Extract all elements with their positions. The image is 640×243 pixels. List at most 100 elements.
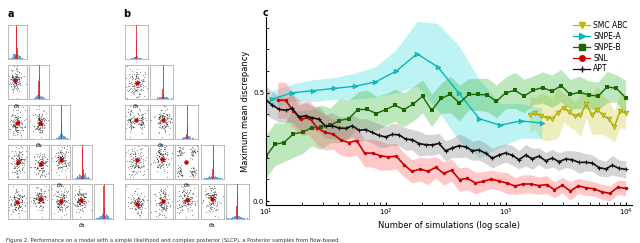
Point (175, 168, 186, 172)
Point (151, 214, 161, 218)
Point (161, 124, 172, 128)
Point (17, 125, 28, 129)
Point (173, 154, 183, 157)
Point (158, 116, 168, 120)
Point (12, 160, 22, 164)
Point (16, 128, 26, 132)
Point (177, 173, 187, 177)
Point (20, 108, 30, 112)
Point (15, 81, 26, 85)
Point (125, 111, 135, 115)
Point (151, 209, 161, 213)
Point (161, 201, 171, 205)
Point (156, 108, 166, 112)
Point (155, 121, 165, 124)
Bar (184, 137, 185, 139)
Point (10, 129, 20, 133)
Point (63, 204, 73, 208)
Point (54, 155, 65, 159)
Point (130, 172, 140, 176)
Point (157, 154, 168, 157)
Point (175, 169, 185, 173)
Point (56, 199, 67, 202)
Point (128, 159, 138, 163)
Point (52, 198, 62, 202)
Point (34, 163, 44, 167)
Point (15, 169, 26, 173)
Point (28, 124, 38, 128)
Point (37, 126, 47, 130)
Point (6, 68, 16, 72)
Point (56, 159, 66, 163)
Point (136, 154, 146, 158)
Point (173, 145, 184, 149)
Point (28, 113, 38, 117)
Point (73, 207, 83, 211)
Point (57, 154, 67, 158)
Point (14, 75, 24, 79)
Point (36, 208, 47, 212)
Point (15, 150, 26, 154)
Point (157, 214, 168, 217)
Point (158, 152, 168, 156)
Bar (14, 54, 15, 59)
Point (129, 125, 139, 129)
Point (9, 120, 19, 124)
Point (61, 150, 71, 154)
Point (134, 155, 145, 159)
Point (160, 147, 170, 151)
Point (34, 126, 44, 130)
Point (17, 122, 27, 126)
Point (10, 197, 20, 201)
Point (13, 215, 24, 219)
Point (160, 120, 170, 123)
Point (128, 164, 138, 167)
Bar (85, 174, 86, 179)
Bar (16, 54, 17, 59)
Point (133, 94, 143, 98)
Point (35, 125, 45, 129)
Point (12, 121, 22, 125)
Point (138, 79, 148, 83)
Point (154, 201, 164, 205)
Point (152, 160, 162, 164)
Point (177, 204, 187, 208)
Point (79, 195, 90, 199)
Point (196, 201, 207, 205)
Point (129, 196, 139, 200)
Point (156, 195, 166, 199)
Point (131, 200, 141, 204)
Point (156, 203, 166, 207)
Point (77, 201, 88, 205)
Point (136, 123, 147, 127)
Point (131, 156, 141, 160)
Point (202, 191, 212, 195)
Point (123, 89, 133, 93)
Point (37, 157, 47, 161)
Point (19, 125, 29, 129)
Bar (108, 216, 109, 219)
Point (37, 152, 47, 156)
Point (150, 114, 160, 118)
Point (16, 200, 26, 204)
Point (60, 198, 70, 202)
Point (12, 198, 22, 201)
Point (157, 125, 168, 129)
Point (10, 207, 20, 210)
Point (158, 152, 168, 156)
Point (35, 163, 45, 167)
Point (38, 205, 48, 208)
Point (179, 199, 189, 203)
Point (188, 150, 198, 154)
Point (16, 204, 26, 208)
Point (126, 162, 136, 165)
Point (60, 151, 70, 155)
Point (14, 89, 24, 93)
Point (36, 196, 46, 200)
Point (131, 95, 141, 99)
Point (12, 119, 22, 122)
Point (132, 199, 142, 203)
Point (154, 162, 164, 166)
Point (152, 121, 163, 125)
Point (157, 160, 167, 164)
